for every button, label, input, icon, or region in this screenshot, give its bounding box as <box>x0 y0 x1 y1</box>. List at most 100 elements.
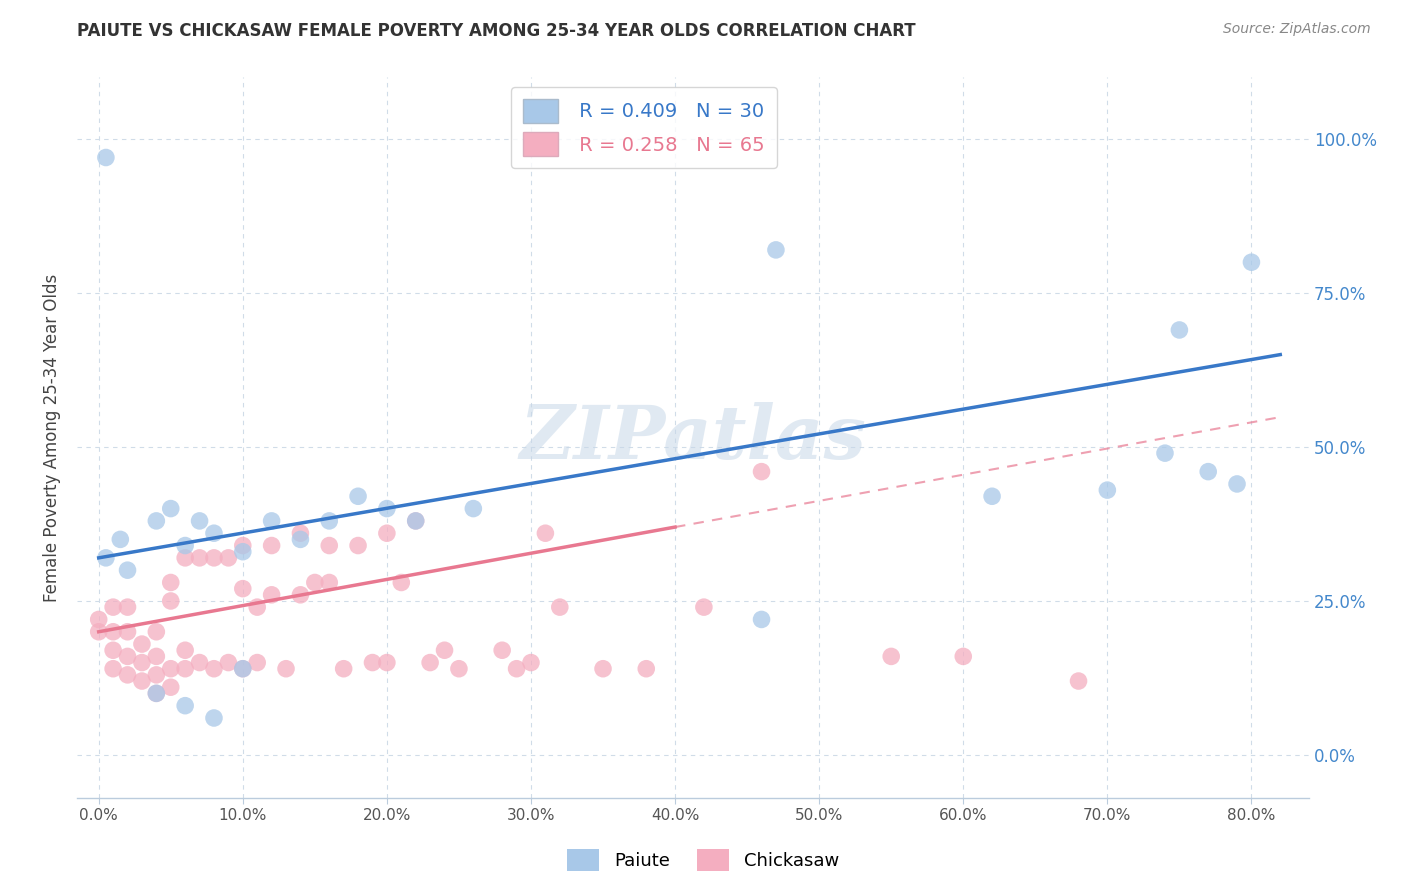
Point <box>880 649 903 664</box>
Point <box>433 643 456 657</box>
Point <box>260 588 283 602</box>
Point <box>332 662 354 676</box>
Point <box>145 649 167 664</box>
Point <box>232 582 254 596</box>
Point <box>290 533 312 547</box>
Point <box>1240 255 1263 269</box>
Point <box>87 624 110 639</box>
Point <box>751 465 773 479</box>
Point <box>389 575 412 590</box>
Point <box>202 526 225 541</box>
Point <box>1067 673 1090 688</box>
Point <box>1168 323 1191 337</box>
Point <box>375 656 398 670</box>
Point <box>246 656 269 670</box>
Point <box>232 544 254 558</box>
Point <box>260 514 283 528</box>
Legend:  R = 0.409   N = 30,  R = 0.258   N = 65: R = 0.409 N = 30, R = 0.258 N = 65 <box>510 87 776 168</box>
Point <box>419 656 441 670</box>
Point <box>463 501 485 516</box>
Point <box>145 624 167 639</box>
Point <box>145 686 167 700</box>
Point <box>405 514 427 528</box>
Point <box>159 662 181 676</box>
Point <box>101 662 124 676</box>
Point <box>534 526 557 541</box>
Point <box>246 600 269 615</box>
Point <box>505 662 527 676</box>
Point <box>361 656 384 670</box>
Point <box>981 489 1004 503</box>
Point <box>304 575 326 590</box>
Point <box>174 698 197 713</box>
Point <box>217 656 239 670</box>
Point <box>1197 465 1219 479</box>
Point <box>117 649 139 664</box>
Point <box>636 662 658 676</box>
Point <box>232 662 254 676</box>
Text: PAIUTE VS CHICKASAW FEMALE POVERTY AMONG 25-34 YEAR OLDS CORRELATION CHART: PAIUTE VS CHICKASAW FEMALE POVERTY AMONG… <box>77 22 915 40</box>
Point <box>491 643 513 657</box>
Point <box>693 600 716 615</box>
Point <box>520 656 543 670</box>
Point <box>174 539 197 553</box>
Point <box>1226 477 1249 491</box>
Point <box>159 680 181 694</box>
Point <box>375 526 398 541</box>
Point <box>202 662 225 676</box>
Point <box>117 563 139 577</box>
Point <box>548 600 571 615</box>
Point <box>174 643 197 657</box>
Point <box>952 649 974 664</box>
Point <box>232 662 254 676</box>
Point <box>1097 483 1119 497</box>
Point <box>232 539 254 553</box>
Point <box>765 243 787 257</box>
Legend: Paiute, Chickasaw: Paiute, Chickasaw <box>560 842 846 879</box>
Point <box>117 600 139 615</box>
Point <box>131 673 153 688</box>
Text: ZIPatlas: ZIPatlas <box>520 401 866 474</box>
Point <box>188 550 211 565</box>
Point <box>145 514 167 528</box>
Point <box>117 624 139 639</box>
Point <box>318 514 340 528</box>
Point <box>188 514 211 528</box>
Point <box>347 489 370 503</box>
Point <box>174 550 197 565</box>
Point <box>202 711 225 725</box>
Point <box>101 624 124 639</box>
Point <box>159 501 181 516</box>
Point <box>274 662 297 676</box>
Point <box>260 539 283 553</box>
Point <box>592 662 614 676</box>
Y-axis label: Female Poverty Among 25-34 Year Olds: Female Poverty Among 25-34 Year Olds <box>44 274 60 602</box>
Point <box>117 668 139 682</box>
Point <box>188 656 211 670</box>
Point <box>347 539 370 553</box>
Point <box>174 662 197 676</box>
Point <box>751 612 773 626</box>
Point <box>145 668 167 682</box>
Point <box>94 151 117 165</box>
Point <box>1154 446 1177 460</box>
Point <box>145 686 167 700</box>
Point <box>94 550 117 565</box>
Point <box>318 539 340 553</box>
Point <box>318 575 340 590</box>
Point <box>87 612 110 626</box>
Point <box>447 662 470 676</box>
Text: Source: ZipAtlas.com: Source: ZipAtlas.com <box>1223 22 1371 37</box>
Point <box>110 533 132 547</box>
Point <box>290 588 312 602</box>
Point <box>101 643 124 657</box>
Point <box>159 594 181 608</box>
Point <box>217 550 239 565</box>
Point <box>405 514 427 528</box>
Point <box>375 501 398 516</box>
Point <box>131 656 153 670</box>
Point <box>131 637 153 651</box>
Point <box>101 600 124 615</box>
Point <box>202 550 225 565</box>
Point <box>159 575 181 590</box>
